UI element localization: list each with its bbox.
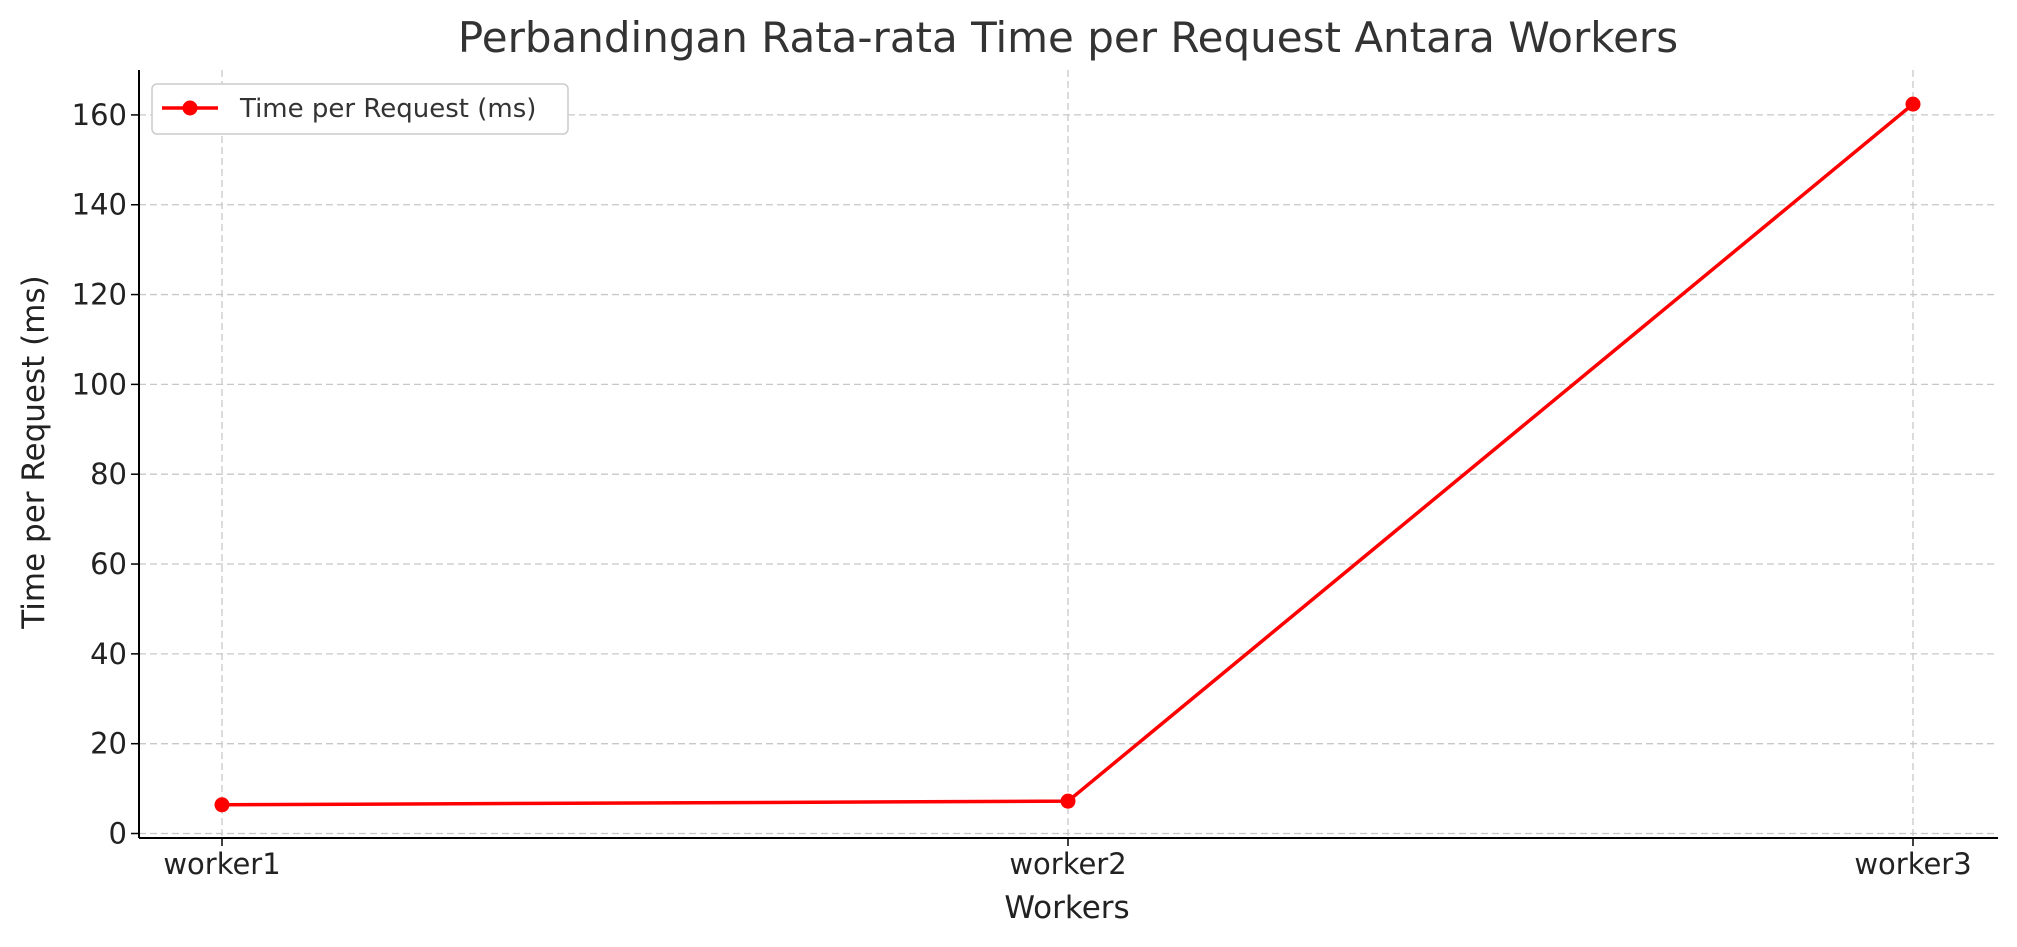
- y-tick-label: 20: [90, 727, 127, 761]
- legend-marker-swatch: [182, 100, 198, 116]
- x-tick-label: worker1: [163, 847, 280, 881]
- x-axis-ticks: worker1 worker2 worker3: [163, 838, 1972, 881]
- x-tick-label: worker3: [1854, 847, 1971, 881]
- y-tick-label: 0: [109, 817, 127, 851]
- legend-box: [151, 83, 569, 135]
- y-tick-label: 120: [72, 278, 127, 312]
- x-axis-title: Workers: [1004, 890, 1129, 926]
- x-tick-label: worker2: [1009, 847, 1126, 881]
- y-tick-label: 160: [72, 98, 127, 132]
- series: [214, 96, 1921, 813]
- legend-label: Time per Request (ms): [239, 94, 536, 124]
- grid-lines: [139, 70, 1998, 838]
- y-tick-label: 40: [90, 637, 127, 671]
- data-point: [214, 797, 230, 813]
- legend: Time per Request (ms): [151, 83, 569, 135]
- data-point: [1060, 793, 1076, 809]
- chart-title: Perbandingan Rata-rata Time per Request …: [458, 13, 1678, 62]
- data-point: [1905, 96, 1921, 112]
- y-tick-label: 140: [72, 188, 127, 222]
- y-tick-label: 80: [90, 457, 127, 491]
- y-tick-label: 60: [90, 547, 127, 581]
- y-axis-title: Time per Request (ms): [16, 275, 52, 629]
- y-axis-ticks: 0 20 40 60 80 100 120 140 160: [72, 98, 139, 851]
- y-tick-label: 100: [72, 367, 127, 401]
